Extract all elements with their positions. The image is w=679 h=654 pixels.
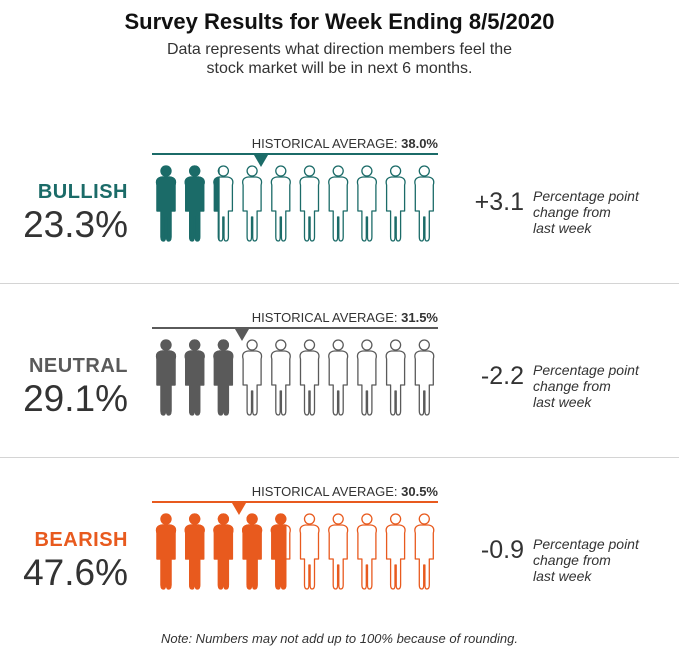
person-icon (155, 339, 177, 416)
people-icon-row (155, 339, 435, 416)
sentiment-label: BEARISH (34, 529, 128, 551)
sentiment-label: BULLISH (37, 181, 128, 203)
person-icon (299, 165, 320, 242)
person-icon (184, 165, 205, 242)
person-icon (213, 165, 234, 242)
person-icon (184, 339, 205, 416)
weekly-change: -2.2 (480, 362, 524, 390)
sentiment-percent: 47.6% (23, 552, 128, 593)
footnote: Note: Numbers may not add up to 100% bec… (161, 631, 518, 646)
person-icon (184, 513, 205, 590)
person-icon (155, 165, 177, 242)
weekly-change: -0.9 (480, 536, 524, 564)
change-note: Percentage point change from last week (533, 188, 673, 236)
person-icon (414, 165, 435, 242)
historical-average-line (152, 501, 438, 503)
historical-average-label: HISTORICAL AVERAGE: 38.0% (152, 136, 438, 151)
person-icon (270, 339, 291, 416)
change-note-line: last week (533, 394, 592, 410)
historical-average-line (152, 327, 438, 329)
change-note-line: Percentage point (533, 362, 639, 378)
person-icon (299, 339, 320, 416)
subtitle-line-2: stock market will be in next 6 months. (206, 60, 473, 77)
change-note-line: last week (533, 568, 592, 584)
chart-subtitle: Data represents what direction members f… (0, 40, 679, 78)
person-icon (385, 513, 406, 590)
historical-average-marker (253, 155, 268, 167)
person-icon (270, 513, 291, 590)
people-icon-row (155, 513, 435, 590)
person-icon (299, 513, 320, 590)
historical-average-value: 30.5% (401, 484, 438, 499)
historical-average-text: HISTORICAL AVERAGE: (251, 136, 398, 151)
section-bullish: HISTORICAL AVERAGE: 38.0% BULLISH 23.3% … (0, 136, 679, 306)
person-icon (213, 339, 234, 416)
person-icon (385, 165, 406, 242)
person-icon (242, 165, 263, 242)
chart-title: Survey Results for Week Ending 8/5/2020 (124, 9, 555, 34)
historical-average-marker (235, 329, 250, 341)
person-icon (155, 513, 177, 590)
person-icon (242, 513, 263, 590)
historical-average-line (152, 153, 438, 155)
sentiment-percent: 23.3% (23, 204, 128, 245)
subtitle-line-1: Data represents what direction members f… (166, 41, 513, 58)
historical-average-marker (232, 503, 247, 515)
person-icon (328, 339, 349, 416)
person-icon (328, 165, 349, 242)
change-note: Percentage point change from last week (533, 536, 673, 584)
change-note-line: Percentage point (533, 536, 639, 552)
person-icon (328, 513, 349, 590)
section-neutral: HISTORICAL AVERAGE: 31.5% NEUTRAL 29.1% … (0, 310, 679, 480)
person-icon (356, 339, 377, 416)
person-icon (414, 513, 435, 590)
historical-average-value: 38.0% (401, 136, 438, 151)
sentiment-label: NEUTRAL (28, 355, 128, 377)
change-note: Percentage point change from last week (533, 362, 673, 410)
section-bearish: HISTORICAL AVERAGE: 30.5% BEARISH 47.6% … (0, 484, 679, 654)
person-icon (270, 165, 291, 242)
person-icon (242, 339, 263, 416)
historical-average-text: HISTORICAL AVERAGE: (251, 484, 398, 499)
sentiment-percent: 29.1% (23, 378, 128, 419)
historical-average-label: HISTORICAL AVERAGE: 31.5% (152, 310, 438, 325)
weekly-change: +3.1 (474, 188, 524, 216)
change-note-line: change from (533, 378, 611, 394)
person-icon (385, 339, 406, 416)
person-icon (414, 339, 435, 416)
people-icon-row (155, 165, 435, 242)
change-note-line: Percentage point (533, 188, 639, 204)
change-note-line: change from (533, 204, 611, 220)
change-note-line: last week (533, 220, 592, 236)
section-divider (0, 283, 679, 284)
historical-average-label: HISTORICAL AVERAGE: 30.5% (152, 484, 438, 499)
person-icon (213, 513, 234, 590)
historical-average-value: 31.5% (401, 310, 438, 325)
person-icon (356, 513, 377, 590)
person-icon (356, 165, 377, 242)
historical-average-text: HISTORICAL AVERAGE: (251, 310, 398, 325)
section-divider (0, 457, 679, 458)
change-note-line: change from (533, 552, 611, 568)
